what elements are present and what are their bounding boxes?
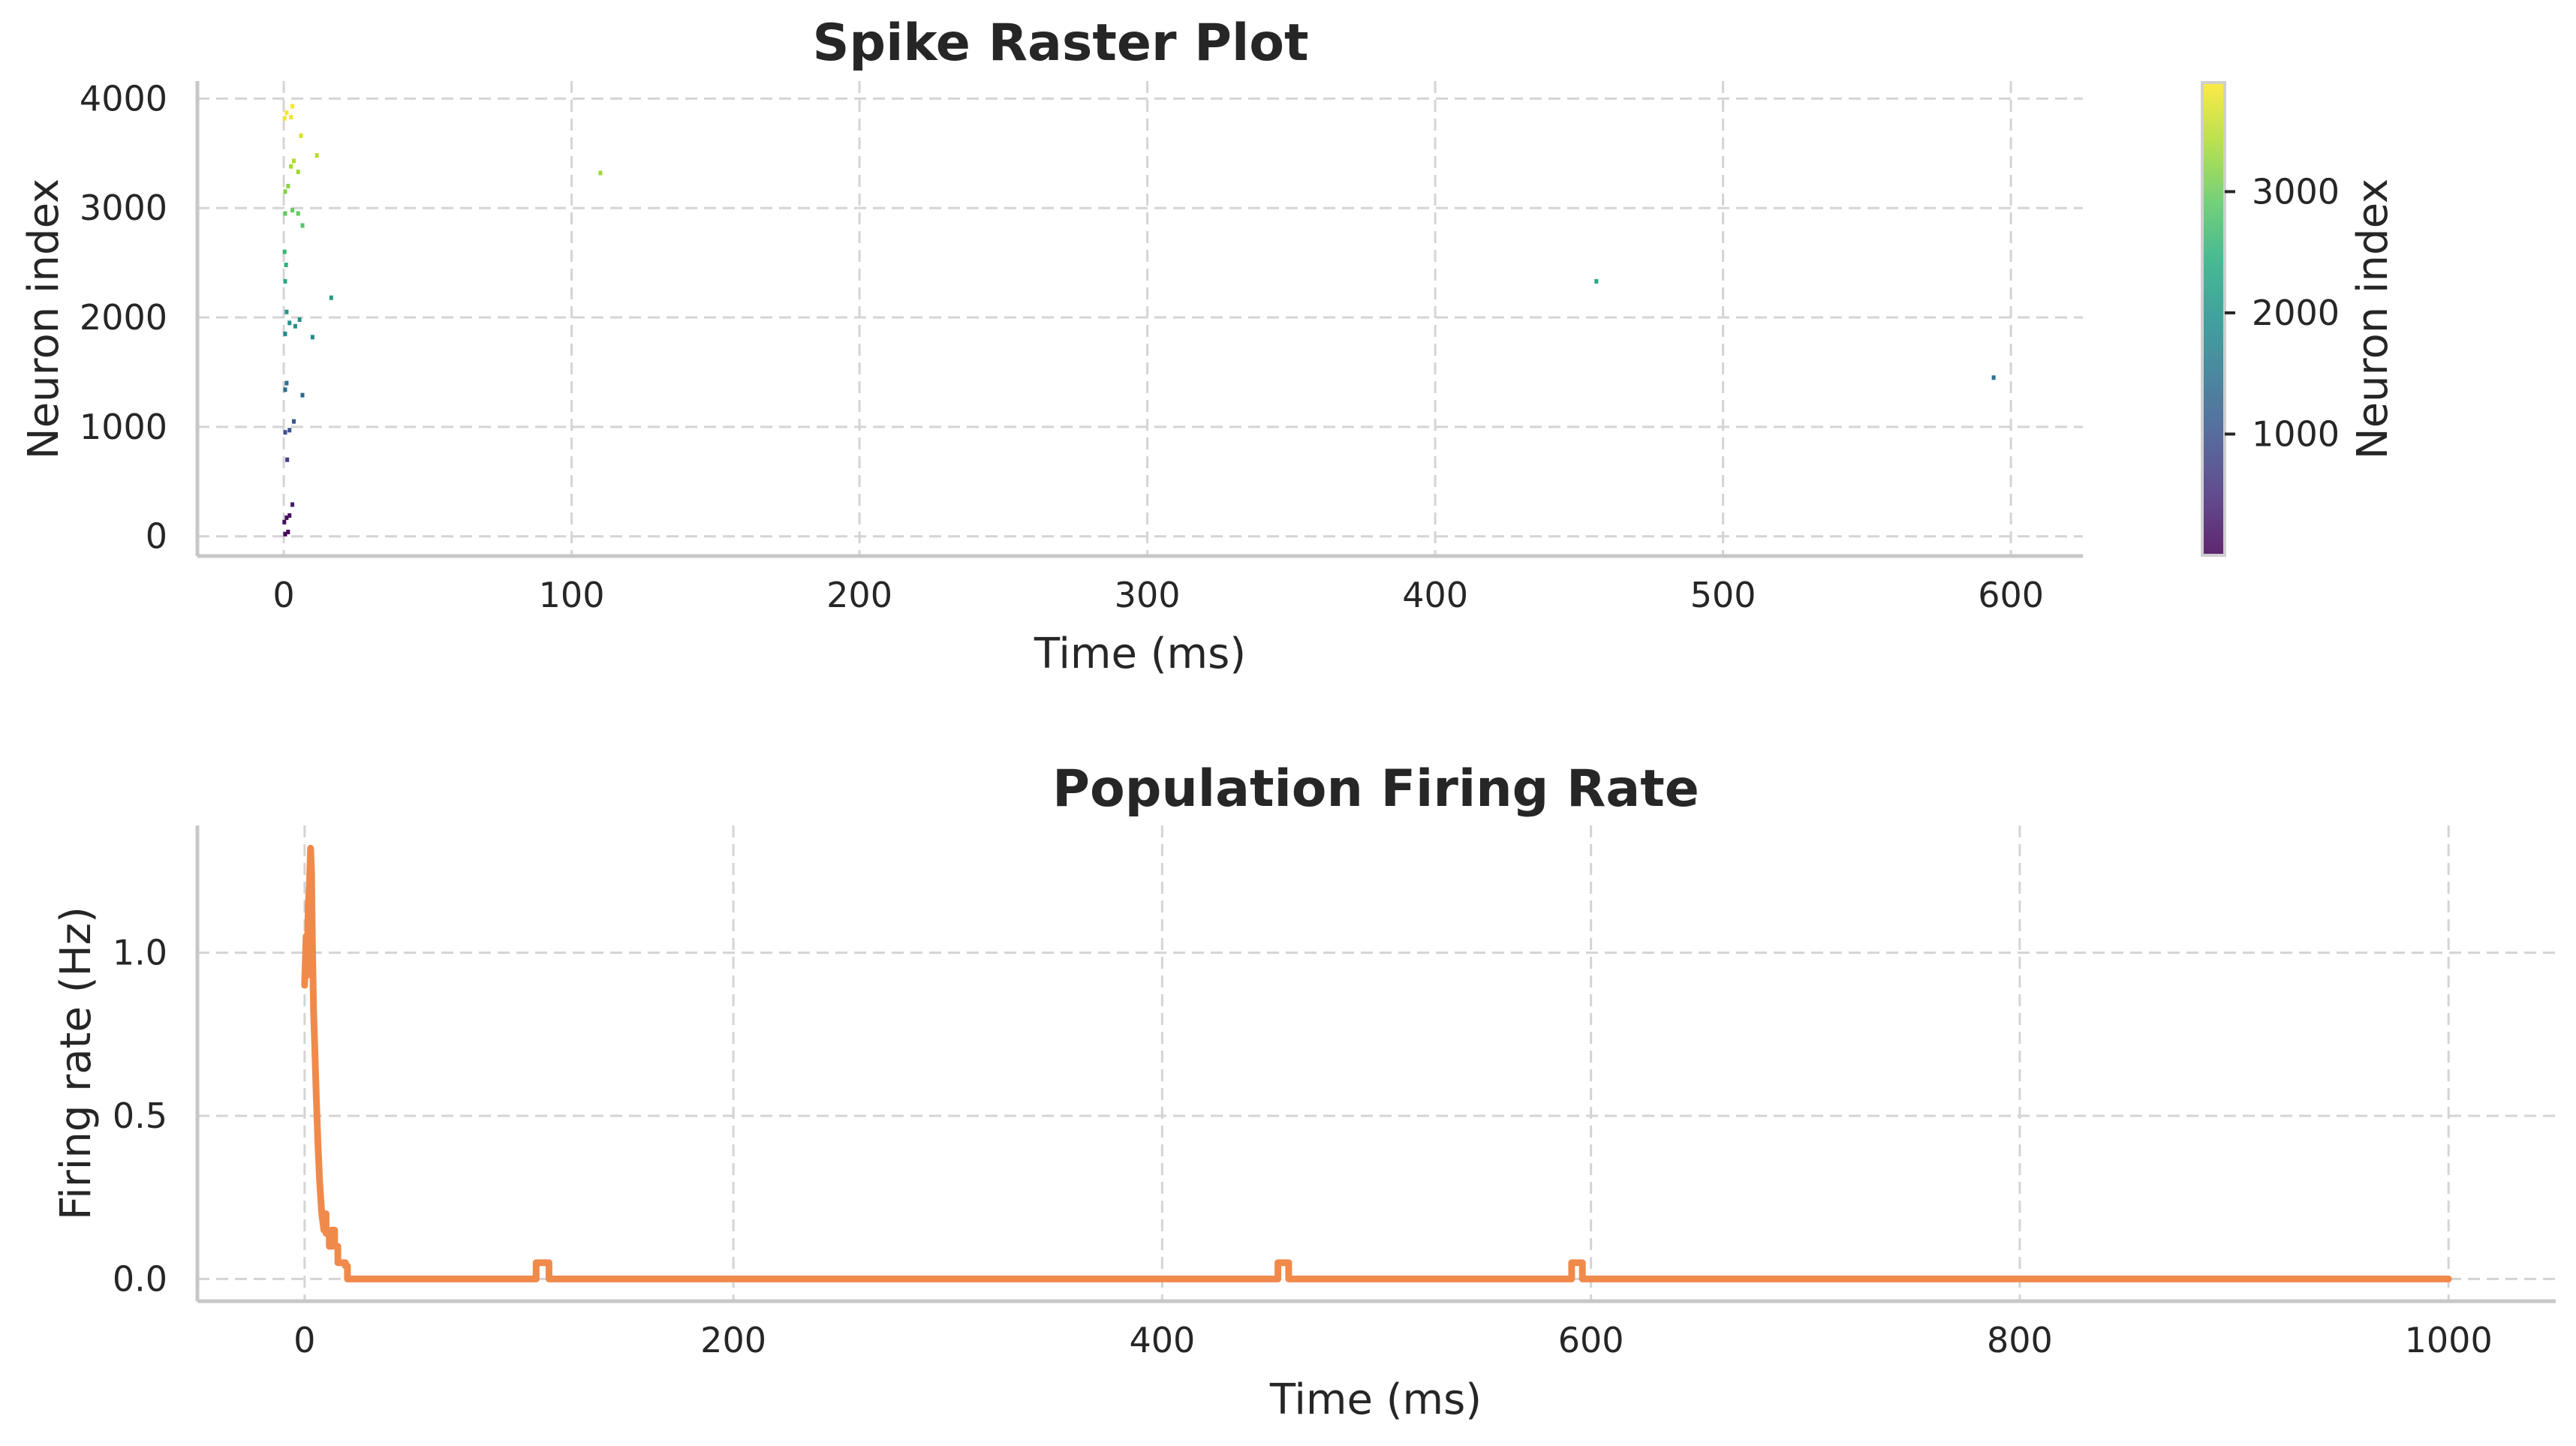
spike-point <box>287 513 292 519</box>
rate-y-tick-label: 0.5 <box>113 1096 167 1136</box>
rate-x-ticks: 0 200 400 600 800 1000 <box>293 1320 2493 1360</box>
spike-point <box>293 323 297 329</box>
spike-point <box>283 430 287 435</box>
rate-y-tick-label: 1.0 <box>113 933 167 973</box>
spike-point <box>284 309 289 314</box>
spike-point <box>289 115 293 120</box>
spike-point <box>282 249 287 254</box>
spike-point <box>283 278 287 284</box>
rate-y-axis-label: Firing rate (Hz) <box>52 906 101 1220</box>
firing-rate-line <box>301 844 2452 1282</box>
rate-y-ticks: 0.0 0.5 1.0 <box>113 933 167 1300</box>
raster-x-tick-label: 100 <box>539 575 605 615</box>
spike-point <box>598 170 603 176</box>
spike-raster-chart: Spike Raster Plot 0 100 200 300 400 500 600 0 1… <box>20 14 2397 678</box>
spike-point <box>283 211 287 216</box>
raster-y-tick-label: 0 <box>146 516 167 557</box>
spike-point <box>291 158 296 164</box>
spike-point <box>285 457 290 462</box>
spike-point <box>310 335 314 340</box>
raster-x-axis-label: Time (ms) <box>1034 630 1246 678</box>
spike-point <box>283 531 287 537</box>
spike-point <box>296 211 300 216</box>
rate-title: Population Firing Rate <box>1052 759 1699 819</box>
spike-point <box>300 223 305 228</box>
rate-x-tick-label: 0 <box>293 1320 315 1360</box>
rate-y-tick-label: 0.0 <box>113 1258 167 1299</box>
raster-title: Spike Raster Plot <box>812 14 1308 73</box>
colorbar-tick-label: 1000 <box>2252 413 2340 454</box>
raster-x-tick-label: 400 <box>1402 575 1468 615</box>
raster-x-tick-label: 200 <box>826 575 892 615</box>
spike-point <box>300 392 305 398</box>
rate-grid <box>197 825 2556 1301</box>
spike-point <box>299 133 303 138</box>
spike-point <box>287 428 292 433</box>
raster-x-tick-label: 600 <box>1978 575 2044 615</box>
rate-x-tick-label: 600 <box>1558 1320 1624 1360</box>
spike-point <box>289 164 293 169</box>
spike-point <box>329 295 333 300</box>
spike-point <box>284 380 289 386</box>
raster-y-ticks: 0 1000 2000 3000 4000 <box>80 78 167 556</box>
raster-y-tick-label: 1000 <box>80 407 167 447</box>
rate-x-axis-label: Time (ms) <box>1269 1375 1482 1424</box>
raster-y-tick-label: 3000 <box>80 188 167 228</box>
raster-x-ticks: 0 100 200 300 400 500 600 <box>272 575 2044 615</box>
spike-point <box>1594 278 1599 284</box>
raster-grid <box>197 81 2083 556</box>
raster-y-tick-label: 2000 <box>80 297 167 338</box>
rate-x-tick-label: 800 <box>1987 1320 2053 1360</box>
spike-point <box>283 387 287 392</box>
colorbar-tick-label: 2000 <box>2252 293 2340 333</box>
spike-point <box>284 110 289 116</box>
colorbar-tick-label: 3000 <box>2252 171 2340 212</box>
spike-point <box>314 153 319 158</box>
spike-point <box>1991 375 1996 380</box>
spike-point <box>287 320 292 326</box>
rate-x-tick-label: 400 <box>1129 1320 1195 1360</box>
firing-rate-chart: Population Firing Rate 0 200 400 600 800 1000… <box>52 759 2556 1424</box>
spike-point <box>297 317 302 322</box>
spike-point <box>291 419 296 424</box>
raster-y-axis-label: Neuron index <box>20 179 68 459</box>
raster-x-tick-label: 0 <box>272 575 294 615</box>
spike-point <box>286 184 290 189</box>
spike-point <box>282 116 287 121</box>
spike-point <box>286 529 290 534</box>
raster-points <box>282 104 1996 537</box>
spike-point <box>290 502 295 507</box>
spike-point <box>284 515 289 520</box>
rate-x-tick-label: 1000 <box>2405 1320 2493 1360</box>
raster-y-tick-label: 4000 <box>80 78 167 119</box>
spike-point <box>283 189 287 194</box>
colorbar <box>2201 81 2226 557</box>
colorbar-ticks: 1000 2000 3000 <box>2225 171 2340 454</box>
spike-point <box>284 263 288 268</box>
spike-point <box>290 208 295 213</box>
colorbar-label: Neuron index <box>2349 179 2397 459</box>
spike-point <box>282 519 287 525</box>
raster-x-tick-label: 300 <box>1115 575 1181 615</box>
spike-point <box>283 331 287 336</box>
raster-x-tick-label: 500 <box>1690 575 1756 615</box>
rate-x-tick-label: 200 <box>700 1320 766 1360</box>
spike-point <box>290 104 295 109</box>
spike-point <box>296 170 300 175</box>
